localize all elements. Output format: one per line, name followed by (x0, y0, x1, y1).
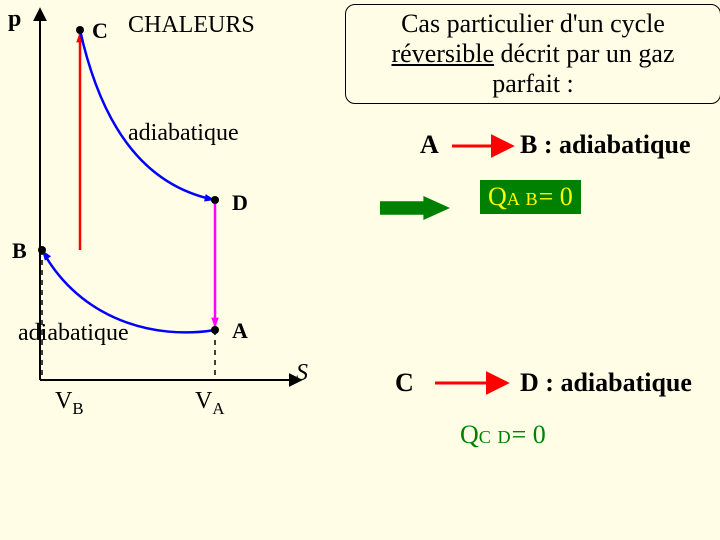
axis-p-label: p (8, 6, 21, 33)
point-D-label: D (232, 190, 248, 216)
eq-QAB: QA B = 0 (480, 180, 581, 214)
title-box: Cas particulier d'un cycle réversible dé… (345, 4, 720, 104)
title-line3: parfait : (352, 69, 714, 99)
chaleurs-label: CHALEURS (128, 12, 255, 39)
title-line2: réversible décrit par un gaz (352, 39, 714, 69)
vb-label: VB (55, 388, 84, 419)
point-C-label: C (92, 18, 108, 44)
adiabatique-top-label: adiabatique (128, 120, 239, 147)
adiabatique-bottom-label: adiabatique (18, 320, 129, 347)
entry-A-label: A (420, 130, 439, 160)
entry-C-label: C (395, 368, 414, 398)
entry-B-line: B : adiabatique (520, 130, 691, 160)
eq-QCD: QC D = 0 (460, 420, 546, 450)
point-A-label: A (232, 318, 248, 344)
entry-D-line: D : adiabatique (520, 368, 692, 398)
va-label: VA (195, 388, 224, 419)
point-B-label: B (12, 238, 27, 264)
axis-s-label: S (296, 360, 308, 387)
title-line1: Cas particulier d'un cycle (352, 9, 714, 39)
